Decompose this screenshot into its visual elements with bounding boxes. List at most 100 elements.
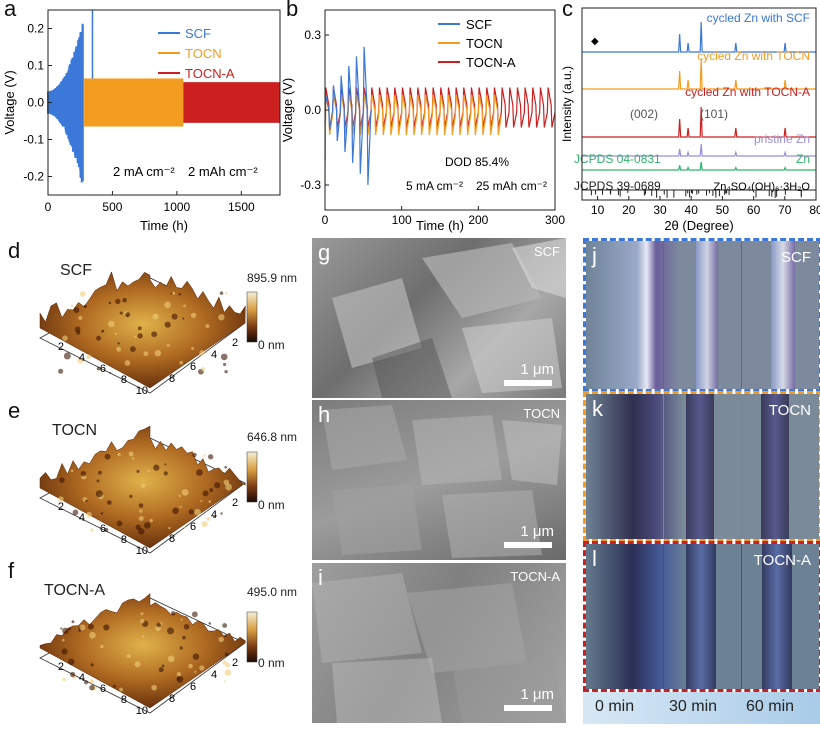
optical-panel-tocn: k TOCN bbox=[583, 391, 820, 542]
peak-label-101: (101) bbox=[700, 107, 728, 121]
panel-label-a: a bbox=[4, 0, 17, 21]
afm-axis-tick: 2 bbox=[58, 341, 64, 353]
optical-panel-scf: j SCF bbox=[583, 238, 820, 392]
y-tick-label-a: -0.1 bbox=[23, 133, 44, 147]
afm-texture-dot bbox=[125, 312, 131, 318]
panel-label-b: b bbox=[286, 0, 299, 21]
afm-texture-dot bbox=[181, 488, 189, 496]
afm-texture-dot bbox=[139, 509, 143, 513]
afm-texture-dot bbox=[168, 526, 171, 530]
afm-texture-dot bbox=[73, 306, 80, 313]
afm-texture-dot bbox=[164, 463, 167, 466]
sem-texture-tocn-a bbox=[312, 573, 566, 723]
sem-label-scf: SCF bbox=[534, 244, 560, 259]
afm-texture-dot bbox=[70, 304, 74, 308]
legend-label-a: TOCN bbox=[185, 46, 222, 61]
afm-texture-dot bbox=[202, 490, 209, 497]
afm-axis-tick: 6 bbox=[190, 521, 196, 533]
optical-label-tocn-a: TOCN-A bbox=[753, 552, 811, 569]
afm-texture-dot bbox=[109, 371, 112, 374]
afm-texture-dot bbox=[200, 367, 205, 372]
optical-label-tocn: TOCN bbox=[768, 402, 811, 419]
afm-texture-dot bbox=[72, 509, 79, 516]
afm-texture-dot bbox=[116, 346, 122, 352]
y-axis-label-b: Voltage (V) bbox=[280, 78, 295, 142]
series-scf-line bbox=[324, 46, 372, 185]
panel-label-e: e bbox=[8, 398, 21, 423]
afm-texture-dot bbox=[152, 313, 159, 320]
afm-texture-dot bbox=[209, 488, 214, 493]
afm-texture-dot bbox=[192, 452, 197, 458]
afm-texture-dot bbox=[153, 464, 160, 471]
afm-texture-dot bbox=[214, 482, 221, 489]
afm-texture-dot bbox=[129, 494, 133, 498]
afm-texture-dot bbox=[164, 321, 171, 328]
x-axis-label-c: 2θ (Degree) bbox=[664, 218, 733, 233]
afm-texture-dot bbox=[59, 477, 65, 483]
afm-texture-dot bbox=[128, 451, 134, 457]
x-tick-label-c: 30 bbox=[653, 203, 667, 217]
y-tick-label-a: 0.0 bbox=[27, 96, 44, 110]
afm-colorbar bbox=[246, 291, 258, 343]
sem-scale-scf: 1 μm bbox=[520, 361, 554, 378]
optical-panel-tocn-a: l TOCN-A bbox=[583, 541, 820, 692]
panel-label-h: h bbox=[318, 402, 331, 427]
afm-texture-dot bbox=[83, 304, 87, 309]
afm-texture-dot bbox=[57, 496, 64, 503]
afm-texture-dot bbox=[95, 490, 103, 498]
y-tick-label-b: 0.3 bbox=[304, 28, 321, 42]
zn-edge-60min bbox=[762, 544, 792, 689]
x-axis-label-a: Time (h) bbox=[140, 218, 188, 233]
afm-texture-dot bbox=[77, 357, 84, 364]
zn-edge-30min bbox=[686, 394, 714, 539]
afm-texture-dot bbox=[107, 320, 115, 328]
afm-texture-dot bbox=[89, 684, 95, 691]
x-tick-label-c: 60 bbox=[747, 203, 761, 217]
afm-texture-dot bbox=[83, 680, 89, 685]
afm-axis-tick: 10 bbox=[136, 705, 148, 717]
annotation-capacity-a: 2 mAh cm⁻² bbox=[188, 164, 258, 179]
afm-axis-tick: 4 bbox=[211, 669, 217, 681]
afm-texture-dot bbox=[68, 658, 75, 665]
afm-texture-dot bbox=[171, 313, 178, 320]
frame-divider bbox=[663, 394, 664, 539]
afm-label-tocn: TOCN bbox=[52, 422, 98, 439]
afm-texture-dot bbox=[138, 503, 144, 508]
afm-texture-dot bbox=[188, 509, 194, 515]
afm-texture-dot bbox=[167, 627, 174, 635]
afm-axis-tick: 4 bbox=[79, 672, 85, 684]
afm-texture-dot bbox=[141, 635, 145, 638]
afm-texture-dot bbox=[194, 508, 201, 516]
optical-label-scf: SCF bbox=[781, 249, 811, 266]
afm-texture-dot bbox=[225, 292, 228, 295]
afm-texture-dot bbox=[172, 291, 176, 295]
afm-texture-dot bbox=[140, 619, 145, 624]
annotation-dod-b: DOD 85.4% bbox=[445, 155, 509, 169]
sem-texture-scf bbox=[332, 238, 566, 398]
zn-edge-60min bbox=[761, 394, 789, 539]
xrd-label-tocn-a: cycled Zn with TOCN-A bbox=[685, 85, 810, 99]
afm-texture-dot bbox=[179, 646, 183, 650]
frame-divider bbox=[663, 241, 664, 389]
xrd-label-pristine: pristine Zn bbox=[754, 132, 810, 146]
afm-texture-dot bbox=[196, 469, 203, 476]
afm-axis-tick: 4 bbox=[79, 352, 85, 364]
afm-axis-tick: 2 bbox=[58, 661, 64, 673]
legend-label-b: TOCN-A bbox=[466, 55, 516, 70]
afm-texture-dot bbox=[62, 335, 68, 341]
panel-label-c: c bbox=[562, 0, 573, 21]
time-30: 30 min bbox=[669, 698, 718, 715]
legend-label-b: SCF bbox=[466, 17, 492, 32]
annotation-current-b: 5 mA cm⁻² bbox=[406, 179, 463, 193]
frame-divider bbox=[663, 544, 664, 689]
xrd-label-byproduct: Zn₄SO₄(OH)₆·3H₂O bbox=[713, 181, 810, 193]
zn-edge-30min bbox=[686, 544, 716, 689]
zn-edge-60min bbox=[771, 241, 795, 389]
afm-texture-dot bbox=[170, 292, 173, 295]
afm-axis-tick: 6 bbox=[100, 683, 106, 695]
afm-texture-dot bbox=[89, 631, 96, 639]
y-tick-label-a: 0.2 bbox=[27, 22, 44, 36]
axes-frame-c bbox=[581, 7, 817, 201]
series-tocn-band bbox=[84, 78, 184, 127]
afm-texture-dot bbox=[194, 670, 197, 673]
